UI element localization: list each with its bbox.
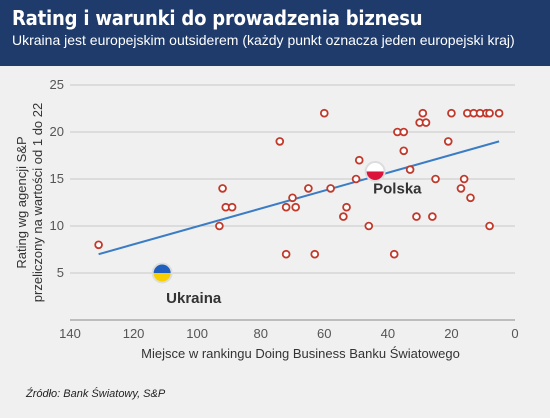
data-point [443, 137, 453, 146]
y-tick-label: 15 [50, 171, 64, 186]
chart-title: Rating i warunki do prowadzenia biznesu [12, 6, 423, 30]
data-point [310, 249, 320, 259]
x-tick-label: 60 [317, 326, 331, 341]
x-tick-label: 80 [253, 326, 267, 341]
data-point [281, 249, 291, 259]
annotation-label: Ukraina [166, 290, 222, 307]
data-point [319, 108, 329, 118]
data-point [485, 221, 494, 231]
axis-ticks: 5 10 15 20 25 140 120 100 80 60 40 20 0 [50, 77, 519, 341]
data-point [485, 108, 494, 118]
y-tick-label: 5 [57, 265, 64, 280]
data-point [351, 174, 361, 184]
chart-subtitle: Ukraina jest europejskim outsiderem (każ… [12, 32, 515, 48]
data-point [304, 184, 313, 193]
data-point [447, 108, 456, 118]
data-point [405, 165, 415, 174]
y-axis-label-line-1: Rating wg agencji S&P [14, 136, 29, 268]
x-tick-label: 0 [511, 326, 518, 341]
annotation-label: Polska [373, 180, 422, 197]
x-tick-label: 100 [186, 326, 208, 341]
data-point [399, 127, 409, 137]
grid-lines [70, 84, 515, 321]
annotation-polska: Polska [364, 160, 422, 197]
data-point [389, 249, 399, 259]
data-point [281, 202, 291, 212]
y-tick-label: 25 [50, 77, 64, 92]
data-point [364, 221, 374, 231]
data-point [227, 202, 237, 212]
x-tick-label: 20 [444, 326, 458, 341]
source-note: Źródło: Bank Światowy, S&P [26, 388, 166, 400]
x-tick-label: 120 [123, 326, 145, 341]
data-point [354, 155, 364, 165]
data-point [459, 174, 469, 184]
data-point [412, 212, 421, 221]
data-point [494, 108, 504, 118]
data-point [275, 137, 285, 146]
data-point [339, 212, 348, 221]
chart-header: Rating i warunki do prowadzenia biznesu … [0, 0, 550, 66]
annotation-ukraina: Ukraina [151, 262, 222, 307]
data-point [431, 174, 440, 184]
data-point [342, 202, 351, 212]
data-point [399, 146, 409, 156]
data-point [291, 202, 300, 212]
data-point [456, 184, 466, 193]
data-point [218, 184, 227, 193]
data-point [421, 118, 431, 127]
data-point [94, 240, 103, 250]
trend-line [98, 140, 500, 256]
poland-flag-icon [366, 162, 385, 181]
data-points [94, 108, 504, 259]
data-point [326, 184, 335, 193]
x-tick-label: 40 [381, 326, 395, 341]
y-tick-label: 10 [50, 218, 64, 233]
y-tick-label: 20 [50, 124, 64, 139]
data-point [466, 193, 475, 203]
country-annotations: Polska Ukraina [151, 160, 422, 307]
data-point [215, 221, 224, 231]
x-tick-label: 140 [59, 326, 81, 341]
y-axis-label-line-2: przeliczony na wartości od 1 do 22 [30, 103, 45, 302]
data-point [428, 212, 437, 221]
data-point [418, 108, 428, 118]
data-point [288, 193, 297, 203]
ukraine-flag-icon [153, 264, 172, 282]
x-axis-label: Miejsce w rankingu Doing Business Banku … [141, 346, 460, 361]
